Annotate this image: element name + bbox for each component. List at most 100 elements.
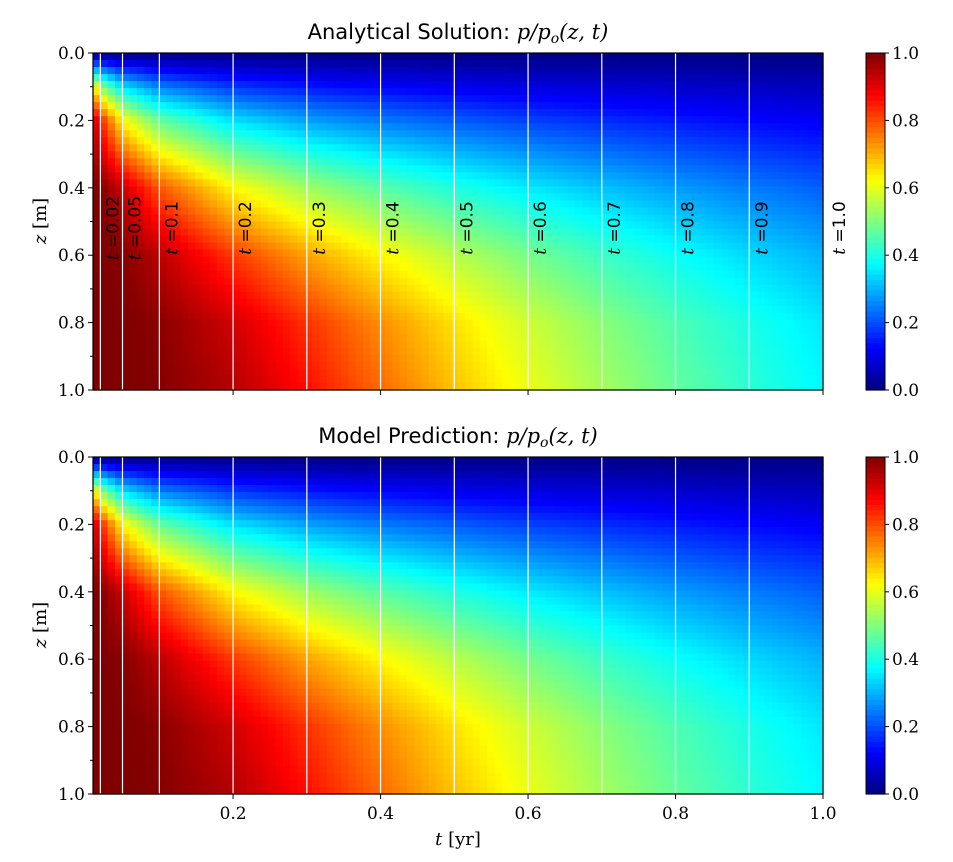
heatmap-cell [406,116,415,124]
heatmap-cell [348,284,357,293]
heatmap-cell [290,81,298,89]
heatmap-cell [655,326,663,335]
heatmap-cell [253,214,262,223]
heatmap-cell [297,368,306,377]
heatmap-cell [815,326,824,335]
heatmap-cell [107,60,116,68]
heatmap-cell [312,270,320,279]
heatmap-cell [304,340,313,349]
heatmap-cell [304,375,313,384]
heatmap-cell [611,221,620,230]
heatmap-cell [166,95,174,103]
heatmap-cell [728,368,736,377]
heatmap-cell [633,347,642,356]
heatmap-cell [187,277,196,286]
heatmap-cell [202,368,211,377]
heatmap-cell [779,137,788,145]
heatmap-cell [224,242,233,251]
heatmap-cell [231,144,240,152]
heatmap-cell [428,361,437,370]
heatmap-cell [545,235,554,244]
heatmap-cell [545,207,554,216]
heatmap-cell [180,123,189,131]
heatmap-cell [333,242,342,251]
heatmap-cell [655,151,663,159]
heatmap-cell [479,137,488,145]
heatmap-cell [385,179,393,187]
heatmap-cell [764,291,773,300]
heatmap-cell [801,214,809,223]
heatmap-cell [268,151,277,159]
heatmap-cell [669,263,678,272]
heatmap-cell [735,291,744,300]
heatmap-cell [465,270,474,279]
heatmap-cell [771,354,780,363]
heatmap-cell [698,354,707,363]
heatmap-cell [370,291,379,300]
heatmap-cell [786,193,795,202]
heatmap-cell [771,53,780,61]
heatmap-cell [129,305,138,314]
heatmap-cell [698,312,707,321]
heatmap-cell [545,368,554,377]
heatmap-cell [224,186,233,195]
heatmap-cell [815,368,824,377]
heatmap-cell [187,67,196,75]
heatmap-cell [348,74,357,82]
heatmap-cell [509,193,517,202]
heatmap-cell [377,179,386,187]
heatmap-cell [655,137,663,145]
heatmap-cell [348,172,357,180]
heatmap-cell [757,221,766,230]
heatmap-cell [662,284,671,293]
heatmap-cell [764,368,773,377]
heatmap-cell [260,214,269,223]
heatmap-cell [501,263,510,272]
heatmap-cell [582,95,590,103]
heatmap-cell [209,193,218,202]
heatmap-cell [180,81,189,89]
heatmap-cell [443,291,452,300]
heatmap-cell [246,312,255,321]
colorbar-segment [866,147,885,154]
heatmap-cell [406,340,415,349]
heatmap-cell [355,277,364,286]
heatmap-cell [399,228,408,237]
heatmap-cell [545,256,554,265]
heatmap-cell [516,319,525,328]
heatmap-cell [246,242,255,251]
heatmap-cell [560,193,569,202]
heatmap-cell [93,193,101,202]
heatmap-cell [538,60,547,68]
heatmap-cell [677,354,685,363]
heatmap-cell [443,312,452,321]
heatmap-cell [326,116,335,124]
heatmap-cell [406,158,415,166]
heatmap-cell [385,81,393,89]
heatmap-cell [647,116,656,124]
heatmap-cell [698,74,707,82]
heatmap-cell [151,179,160,187]
heatmap-cell [406,137,415,145]
heatmap-cell [231,81,240,89]
heatmap-cell [764,340,773,349]
heatmap-cell [669,151,678,159]
heatmap-cell [735,347,744,356]
heatmap-cell [100,123,109,131]
heatmap-cell [720,158,729,166]
heatmap-cell [618,172,627,180]
heatmap-cell [348,200,357,209]
heatmap-cell [333,207,342,216]
heatmap-cell [677,249,685,258]
heatmap-cell [195,151,204,159]
heatmap-cell [341,67,350,75]
heatmap-cell [735,361,744,370]
heatmap-cell [582,81,590,89]
heatmap-cell [574,200,583,209]
heatmap-cell [377,277,386,286]
heatmap-cell [93,499,101,507]
colorbar-segment [866,295,885,302]
heatmap-cell [202,151,211,159]
heatmap-cell [764,165,773,173]
heatmap-cell [217,214,225,223]
